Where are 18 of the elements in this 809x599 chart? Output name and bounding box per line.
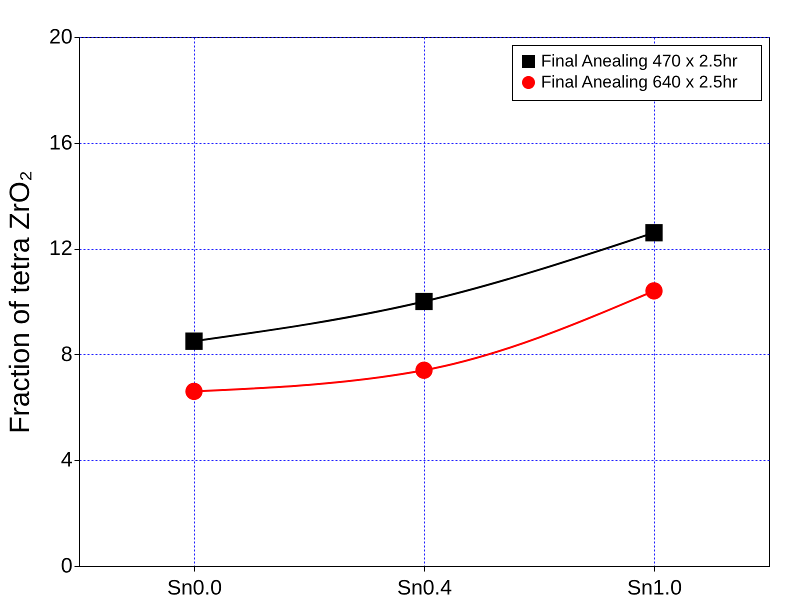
legend-label: Final Anealing 640 x 2.5hr [541, 72, 738, 92]
y-tick-label: 12 [49, 237, 72, 260]
y-tick-label: 4 [60, 448, 73, 472]
y-tick-label: 8 [60, 342, 72, 366]
point [645, 282, 663, 300]
point [415, 292, 433, 310]
y-tick-label: 16 [49, 131, 72, 154]
point [415, 362, 433, 379]
y-axis-title: Fraction of tetra ZrO₂ [4, 170, 36, 434]
x-tick-label: Sn0.4 [397, 576, 452, 599]
x-tick-label: Sn1.0 [627, 576, 682, 599]
y-tick-label: 20 [49, 26, 72, 48]
x-tick-label: Sn0.0 [167, 576, 222, 599]
point [645, 224, 663, 242]
point [185, 382, 203, 400]
point [185, 332, 203, 350]
y-tick-label: 0 [60, 554, 72, 578]
legend-label: Final Anealing 470 x 2.5hr [541, 52, 738, 70]
